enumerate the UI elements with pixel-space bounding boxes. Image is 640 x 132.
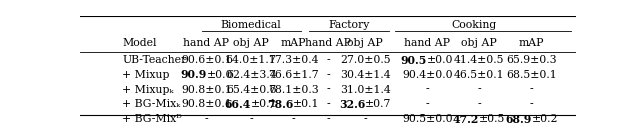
- Text: obj AP: obj AP: [461, 38, 497, 48]
- Text: 27.0±0.5: 27.0±0.5: [340, 55, 390, 65]
- Text: 30.4±1.4: 30.4±1.4: [340, 70, 390, 80]
- Text: 90.5±0.0: 90.5±0.0: [402, 114, 452, 124]
- Text: 64.0±1.1: 64.0±1.1: [226, 55, 276, 65]
- Text: 41.4±0.5: 41.4±0.5: [454, 55, 504, 65]
- Text: hand AP: hand AP: [184, 38, 230, 48]
- Text: Factory: Factory: [329, 20, 370, 30]
- Text: -: -: [477, 84, 481, 95]
- Text: 32.6: 32.6: [339, 99, 365, 110]
- Text: Cooking: Cooking: [452, 20, 497, 30]
- Text: 90.5: 90.5: [401, 55, 428, 66]
- Text: mAP: mAP: [518, 38, 544, 48]
- Text: -: -: [529, 84, 533, 95]
- Text: 90.6±0.1: 90.6±0.1: [181, 55, 232, 65]
- Text: -: -: [326, 84, 330, 95]
- Text: ±0.1: ±0.1: [293, 99, 320, 109]
- Text: -: -: [326, 70, 330, 80]
- Text: Biomedical: Biomedical: [221, 20, 282, 30]
- Text: Model: Model: [122, 38, 157, 48]
- Text: obj AP: obj AP: [348, 38, 383, 48]
- Text: hand AP: hand AP: [404, 38, 450, 48]
- Text: + BG-Mixₖ: + BG-Mixₖ: [122, 99, 180, 109]
- Text: -: -: [326, 114, 330, 124]
- Text: -: -: [205, 114, 208, 124]
- Text: hand AP: hand AP: [305, 38, 351, 48]
- Text: ±0.0: ±0.0: [428, 55, 454, 65]
- Text: 90.8±0.1: 90.8±0.1: [181, 84, 232, 95]
- Text: 65.4±0.6: 65.4±0.6: [226, 84, 276, 95]
- Text: 76.6±1.7: 76.6±1.7: [268, 70, 319, 80]
- Text: ±0.7: ±0.7: [365, 99, 392, 109]
- Text: 62.4±3.4: 62.4±3.4: [226, 70, 276, 80]
- Text: 90.8±0.1: 90.8±0.1: [181, 99, 232, 109]
- Text: 78.1±0.3: 78.1±0.3: [268, 84, 319, 95]
- Text: ±0.2: ±0.2: [531, 114, 558, 124]
- Text: 68.9: 68.9: [505, 114, 531, 124]
- Text: 90.9: 90.9: [180, 69, 207, 80]
- Text: -: -: [250, 114, 253, 124]
- Text: -: -: [364, 114, 367, 124]
- Text: + Mixup: + Mixup: [122, 70, 170, 80]
- Text: ±0.5: ±0.5: [479, 114, 506, 124]
- Text: -: -: [291, 114, 295, 124]
- Text: 46.5±0.1: 46.5±0.1: [454, 70, 504, 80]
- Text: ±0.0: ±0.0: [207, 70, 233, 80]
- Text: ±0.1: ±0.1: [251, 99, 278, 109]
- Text: mAP: mAP: [280, 38, 306, 48]
- Text: 68.5±0.1: 68.5±0.1: [506, 70, 557, 80]
- Text: 77.3±0.4: 77.3±0.4: [268, 55, 319, 65]
- Text: obj AP: obj AP: [233, 38, 269, 48]
- Text: UB-Teacher: UB-Teacher: [122, 55, 186, 65]
- Text: 31.0±1.4: 31.0±1.4: [340, 84, 390, 95]
- Text: 90.4±0.0: 90.4±0.0: [402, 70, 452, 80]
- Text: -: -: [426, 84, 429, 95]
- Text: -: -: [326, 99, 330, 109]
- Text: 66.4: 66.4: [225, 99, 251, 110]
- Text: -: -: [326, 55, 330, 65]
- Text: 47.2: 47.2: [453, 114, 479, 124]
- Text: -: -: [529, 99, 533, 109]
- Text: 65.9±0.3: 65.9±0.3: [506, 55, 557, 65]
- Text: + Mixupₖ: + Mixupₖ: [122, 84, 173, 95]
- Text: -: -: [477, 99, 481, 109]
- Text: + BG-Mixᴰ: + BG-Mixᴰ: [122, 114, 182, 124]
- Text: -: -: [426, 99, 429, 109]
- Text: 78.6: 78.6: [267, 99, 293, 110]
